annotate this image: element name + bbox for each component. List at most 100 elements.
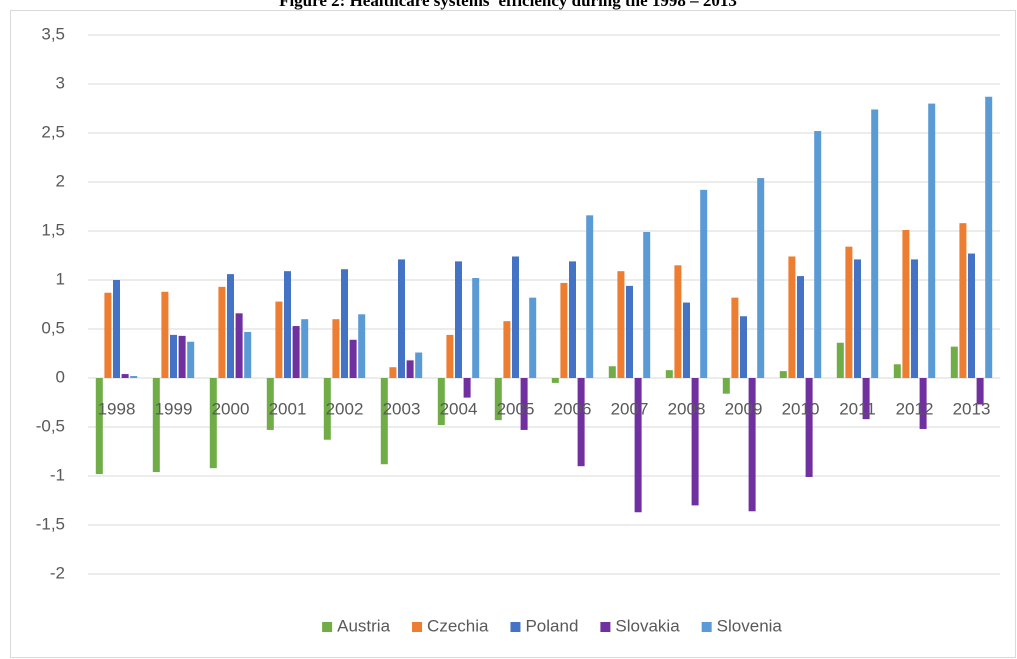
bar <box>845 246 853 378</box>
bar <box>569 261 576 378</box>
bar <box>437 378 445 426</box>
bar <box>854 259 861 378</box>
bar <box>284 271 291 378</box>
bar <box>503 321 511 378</box>
x-tick-label: 2005 <box>497 399 535 418</box>
bar <box>902 230 910 378</box>
x-tick-label: 2012 <box>896 399 934 418</box>
x-tick-label: 2004 <box>440 399 478 418</box>
bar <box>959 223 967 378</box>
bar <box>187 341 195 378</box>
bar <box>121 374 129 378</box>
bar <box>332 319 340 378</box>
bar <box>95 378 103 475</box>
bar <box>529 297 537 378</box>
bar <box>871 109 879 378</box>
bar <box>161 291 169 378</box>
y-tick-label: 3,5 <box>41 24 65 43</box>
bar <box>235 313 243 378</box>
bar <box>130 376 138 378</box>
y-tick-label: -1,5 <box>36 514 65 533</box>
bar <box>218 286 226 378</box>
bar <box>551 378 559 383</box>
bar <box>691 378 699 506</box>
bar <box>494 378 502 421</box>
bar <box>968 253 975 378</box>
bar <box>560 282 568 378</box>
bar <box>700 189 708 378</box>
bar <box>976 378 984 405</box>
bar <box>266 378 274 430</box>
bar <box>341 269 348 378</box>
bar <box>472 278 480 378</box>
bar <box>985 96 993 379</box>
bar <box>586 215 594 378</box>
bar <box>415 352 423 378</box>
bar <box>836 342 844 378</box>
x-tick-label: 2011 <box>839 399 876 418</box>
y-tick-label: 1,5 <box>41 220 65 239</box>
bar <box>862 378 870 420</box>
bar <box>757 178 765 378</box>
bar <box>577 378 585 467</box>
bar <box>626 285 633 378</box>
bar <box>950 346 958 378</box>
bar <box>358 314 366 378</box>
bar <box>928 103 936 378</box>
bar <box>608 366 616 378</box>
legend-swatch <box>412 622 423 632</box>
bar <box>398 259 405 378</box>
bar <box>788 256 796 378</box>
x-tick-label: 2003 <box>383 399 421 418</box>
bar <box>301 319 309 378</box>
bar <box>446 334 454 378</box>
bar <box>275 301 283 378</box>
bar <box>731 297 739 378</box>
bar <box>178 335 186 378</box>
x-tick-label: 2008 <box>668 399 706 418</box>
bar <box>722 378 730 394</box>
y-tick-label: 3 <box>56 73 65 92</box>
bar <box>919 378 927 429</box>
bar <box>512 256 519 378</box>
bar <box>227 274 234 378</box>
x-tick-label: 2000 <box>212 399 250 418</box>
legend-swatch <box>600 622 611 632</box>
bar <box>617 271 625 378</box>
bar <box>170 334 177 378</box>
x-tick-label: 2007 <box>611 399 649 418</box>
bar <box>683 302 690 378</box>
bar <box>665 370 673 378</box>
bar <box>349 339 357 378</box>
x-tick-label: 1998 <box>98 399 136 418</box>
bar <box>748 378 756 512</box>
x-tick-label: 2002 <box>326 399 364 418</box>
bar <box>209 378 217 469</box>
y-tick-label: 2 <box>56 171 65 190</box>
y-tick-label: -1 <box>50 465 65 484</box>
bar <box>520 378 528 430</box>
x-tick-label: 2006 <box>554 399 592 418</box>
bar <box>463 378 471 398</box>
bar <box>674 265 682 378</box>
x-tick-label: 2001 <box>269 399 307 418</box>
bar <box>779 371 787 378</box>
y-tick-label: 0,5 <box>41 318 65 337</box>
bar <box>292 326 300 378</box>
legend-label: Poland <box>525 616 578 635</box>
legend-swatch <box>322 622 333 632</box>
x-tick-label: 1999 <box>155 399 193 418</box>
bar <box>406 360 414 378</box>
bar <box>805 378 813 477</box>
bar <box>911 259 918 378</box>
bar <box>893 364 901 378</box>
legend-label: Slovenia <box>717 616 783 635</box>
bar <box>323 378 331 440</box>
y-tick-label: 1 <box>56 269 65 288</box>
bar <box>643 231 651 378</box>
x-tick-label: 2009 <box>725 399 763 418</box>
bar <box>814 131 822 378</box>
bar <box>797 276 804 378</box>
